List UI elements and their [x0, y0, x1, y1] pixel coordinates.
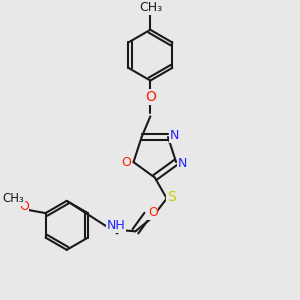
Text: CH₃: CH₃ — [2, 192, 24, 205]
Text: NH: NH — [106, 219, 125, 232]
Text: O: O — [145, 90, 156, 104]
Text: CH₃: CH₃ — [139, 2, 162, 14]
Text: N: N — [170, 129, 179, 142]
Text: O: O — [121, 156, 131, 169]
Text: O: O — [148, 206, 158, 219]
Text: N: N — [178, 157, 188, 170]
Text: S: S — [167, 190, 176, 204]
Text: O: O — [19, 200, 29, 213]
